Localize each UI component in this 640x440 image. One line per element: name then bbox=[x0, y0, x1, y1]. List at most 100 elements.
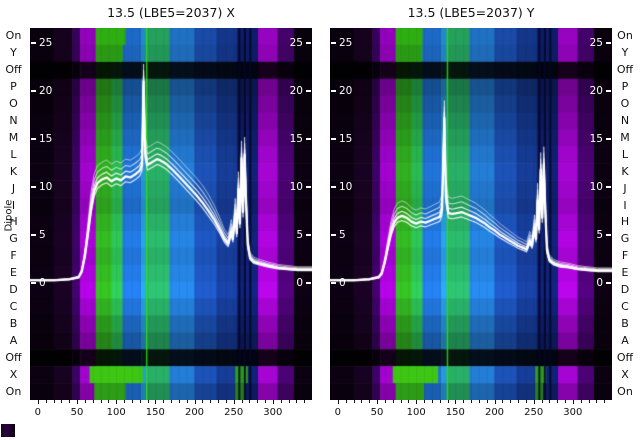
row-label-right: G bbox=[620, 232, 630, 246]
x-minor-tick bbox=[61, 400, 63, 403]
overlay-tick-mark bbox=[331, 42, 336, 44]
x-minor-tick bbox=[580, 400, 582, 403]
overlay-tick-label-right: 10 bbox=[589, 181, 603, 194]
x-minor-tick bbox=[288, 400, 290, 403]
row-label-left: X bbox=[9, 367, 18, 381]
row-labels-right: On Y Off P O N M L K J I H G F E D C B A Off X On bbox=[611, 28, 639, 400]
row-label-left: A bbox=[9, 333, 18, 347]
row-label-right: On bbox=[617, 29, 633, 43]
overlay-tick-mark bbox=[606, 138, 611, 140]
row-label-left: M bbox=[8, 130, 19, 144]
left-plot-title: 13.5 (LBE5=2037) X bbox=[107, 5, 235, 20]
x-minor-tick bbox=[171, 400, 172, 403]
x-minor-tick bbox=[178, 400, 180, 403]
overlay-tick-label-right: 5 bbox=[596, 229, 603, 242]
row-label-left: L bbox=[10, 147, 17, 161]
x-minor-tick bbox=[541, 400, 543, 403]
overlay-tick-label-left: 25 bbox=[339, 36, 353, 49]
overlay-tick-mark bbox=[606, 234, 611, 236]
row-label-right: C bbox=[621, 300, 629, 313]
x-minor-tick bbox=[384, 400, 386, 403]
heatmap-left bbox=[30, 28, 312, 400]
x-minor-tick bbox=[186, 400, 188, 403]
x-minor-tick bbox=[84, 400, 86, 403]
row-label-right: B bbox=[621, 316, 629, 330]
x-tick-label: 150 bbox=[145, 407, 165, 418]
x-minor-tick bbox=[518, 400, 519, 403]
row-label-left: O bbox=[9, 97, 18, 111]
overlay-tick-label-left: 5 bbox=[339, 229, 346, 242]
x-tick-label: 300 bbox=[563, 407, 583, 418]
overlay-tick-mark bbox=[331, 138, 336, 140]
overlay-tick-label-left: 15 bbox=[339, 133, 353, 145]
x-minor-tick bbox=[361, 400, 363, 403]
row-label-left: Y bbox=[10, 46, 17, 60]
x-minor-tick bbox=[369, 400, 371, 403]
x-minor-tick bbox=[225, 400, 227, 403]
x-tick-label: 0 bbox=[334, 407, 342, 418]
x-tick-mark bbox=[272, 400, 274, 404]
row-label-left: On bbox=[5, 384, 22, 398]
row-label-left: H bbox=[9, 215, 18, 229]
overlay-tick-label-left: 20 bbox=[39, 84, 53, 97]
overlay-tick-mark bbox=[31, 90, 36, 92]
overlay-tick-label-left: 15 bbox=[39, 133, 53, 145]
overlay-tick-label-left: 25 bbox=[39, 36, 53, 49]
x-tick-mark bbox=[494, 400, 496, 404]
row-label-left: C bbox=[9, 300, 18, 313]
x-minor-tick bbox=[265, 400, 266, 403]
overlay-tick-mark bbox=[31, 234, 36, 236]
row-label-left: G bbox=[9, 232, 18, 246]
row-label-right: Off bbox=[616, 350, 634, 364]
x-minor-tick bbox=[304, 400, 306, 403]
x-minor-tick bbox=[604, 400, 606, 403]
x-minor-tick bbox=[280, 400, 282, 403]
overlay-tick-label-right: 15 bbox=[289, 133, 303, 145]
row-label-left: B bbox=[9, 316, 18, 330]
x-tick-label: 100 bbox=[106, 407, 126, 418]
row-label-left: I bbox=[11, 198, 16, 212]
x-tick-mark bbox=[116, 400, 118, 404]
x-minor-tick bbox=[241, 400, 243, 403]
overlay-tick-label-right: 25 bbox=[289, 36, 303, 49]
overlay-tick-label-left: 5 bbox=[39, 229, 46, 242]
x-minor-tick bbox=[218, 400, 219, 403]
overlay-tick-label-left: 0 bbox=[339, 277, 346, 290]
row-label-left: P bbox=[10, 80, 17, 94]
row-label-left: J bbox=[11, 181, 16, 195]
overlay-tick-label-right: 15 bbox=[589, 133, 603, 145]
overlay-tick-mark bbox=[31, 42, 36, 44]
x-tick-label: 100 bbox=[406, 407, 426, 418]
x-tick-mark bbox=[533, 400, 535, 404]
row-label-right: Off bbox=[616, 63, 634, 77]
row-label-right: X bbox=[621, 367, 629, 381]
overlay-tick-label-left: 10 bbox=[339, 181, 353, 194]
x-minor-tick bbox=[478, 400, 480, 403]
row-label-left: D bbox=[9, 283, 18, 297]
overlay-tick-label-left: 0 bbox=[39, 277, 46, 290]
overlay-tick-mark bbox=[306, 42, 311, 44]
x-minor-tick bbox=[345, 400, 347, 403]
x-minor-tick bbox=[124, 400, 125, 403]
x-minor-tick bbox=[510, 400, 512, 403]
overlay-tick-mark bbox=[306, 234, 311, 236]
row-label-right: F bbox=[621, 249, 629, 263]
row-label-right: N bbox=[620, 114, 630, 127]
row-label-right: P bbox=[621, 80, 629, 94]
mini-colormap-swatch bbox=[1, 424, 15, 437]
x-minor-tick bbox=[147, 400, 149, 403]
x-tick-mark bbox=[455, 400, 457, 404]
x-minor-tick bbox=[557, 400, 559, 403]
x-minor-tick bbox=[525, 400, 527, 403]
row-label-right: On bbox=[617, 384, 633, 398]
overlay-tick-mark bbox=[331, 234, 336, 236]
x-minor-tick bbox=[131, 400, 133, 403]
overlay-tick-label-right: 0 bbox=[596, 277, 603, 290]
row-label-right: J bbox=[623, 181, 627, 195]
x-minor-tick bbox=[296, 400, 298, 403]
overlay-tick-mark bbox=[306, 186, 311, 188]
row-labels-left: On Y Off P O N M L K J I H G F E D C B A Off X On bbox=[0, 28, 27, 400]
heatmap-right bbox=[330, 28, 612, 400]
x-tick-mark bbox=[233, 400, 235, 404]
x-minor-tick bbox=[565, 400, 566, 403]
